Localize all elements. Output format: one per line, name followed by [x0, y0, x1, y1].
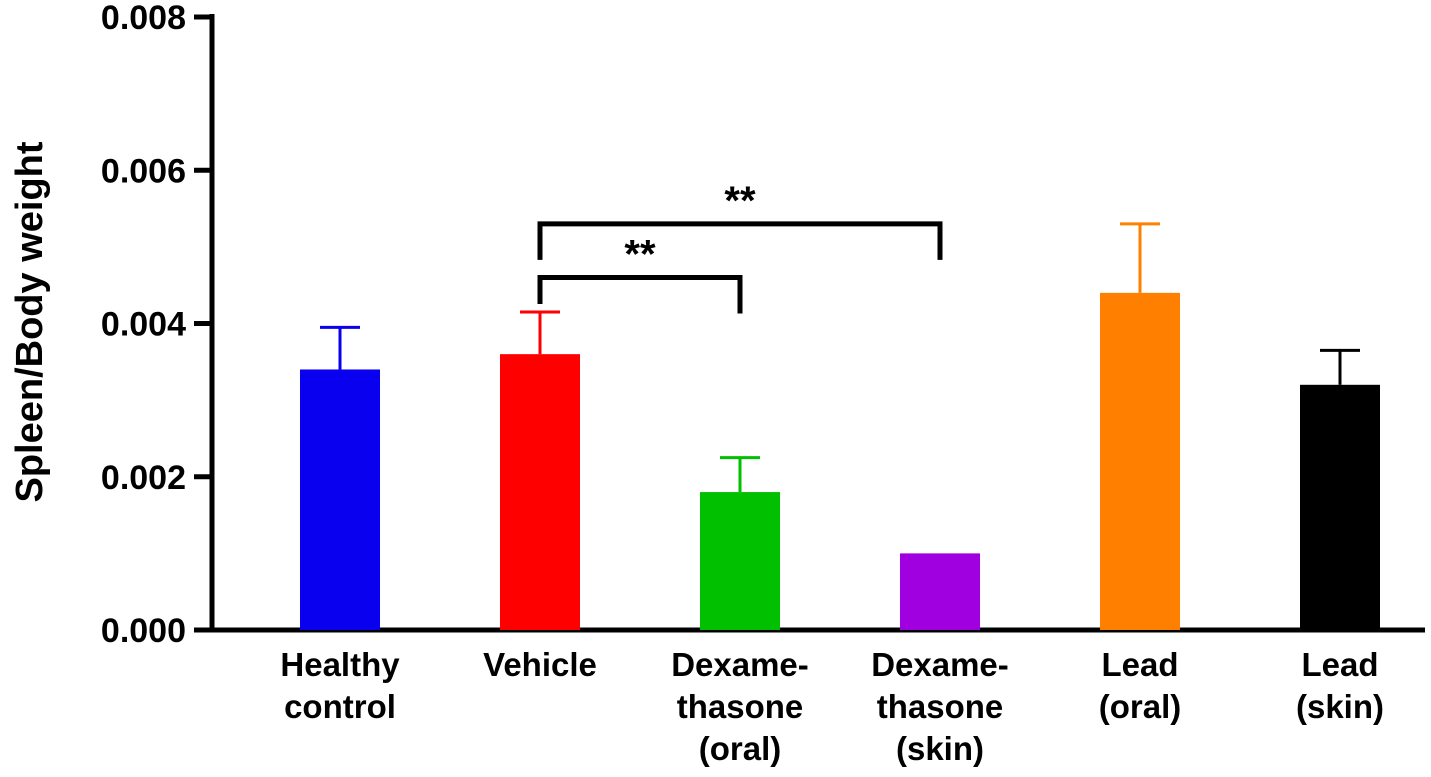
bar-5 — [1300, 384, 1380, 630]
category-label-1: Vehicle — [483, 646, 597, 683]
category-label-4-line-0: Lead — [1101, 646, 1178, 683]
significance-label-0: ** — [624, 233, 656, 277]
bar-4 — [1100, 292, 1180, 630]
category-label-3: Dexame-thasone (skin) — [871, 646, 1009, 767]
y-tick-label-3: 0.006 — [101, 152, 186, 190]
y-tick-label-1: 0.002 — [101, 459, 186, 497]
category-label-1-line-0: Vehicle — [483, 646, 597, 683]
y-tick-label-4: 0.008 — [101, 0, 186, 37]
category-label-4-line-1: (oral) — [1099, 688, 1182, 725]
category-label-3-line-2: (skin) — [896, 730, 984, 767]
bar-0 — [300, 369, 380, 630]
category-label-3-line-1: thasone — [877, 688, 1004, 725]
category-label-0-line-1: control — [284, 688, 396, 725]
category-label-0: Healthy control — [280, 646, 400, 725]
y-tick-label-0: 0.000 — [101, 612, 186, 650]
significance-label-1: ** — [724, 179, 756, 223]
category-label-5-line-0: Lead — [1301, 646, 1378, 683]
y-axis-title-group: Spleen/Body weight — [9, 141, 51, 502]
y-axis-title: Spleen/Body weight — [9, 141, 51, 502]
bar-2 — [700, 492, 780, 630]
bar-1 — [500, 354, 580, 630]
category-label-2-line-0: Dexame- — [671, 646, 809, 683]
category-label-4: Lead (oral) — [1099, 646, 1182, 725]
significance-bracket-0 — [537, 275, 743, 314]
category-label-2-line-1: thasone — [677, 688, 804, 725]
significance-bracket-1 — [537, 221, 943, 260]
y-tick-label-2: 0.004 — [101, 306, 186, 344]
category-label-0-line-0: Healthy — [280, 646, 400, 683]
plot-area: 0.000 0.002 0.004 0.006 0.008 Healthy control V… — [101, 0, 1425, 767]
category-label-5-line-1: (skin) — [1296, 688, 1384, 725]
category-label-5: Lead (skin) — [1296, 646, 1384, 725]
category-label-2: Dexame-thasone (oral) — [671, 646, 809, 767]
bar-3 — [900, 553, 980, 630]
category-label-2-line-2: (oral) — [699, 730, 782, 767]
category-label-3-line-0: Dexame- — [871, 646, 1009, 683]
